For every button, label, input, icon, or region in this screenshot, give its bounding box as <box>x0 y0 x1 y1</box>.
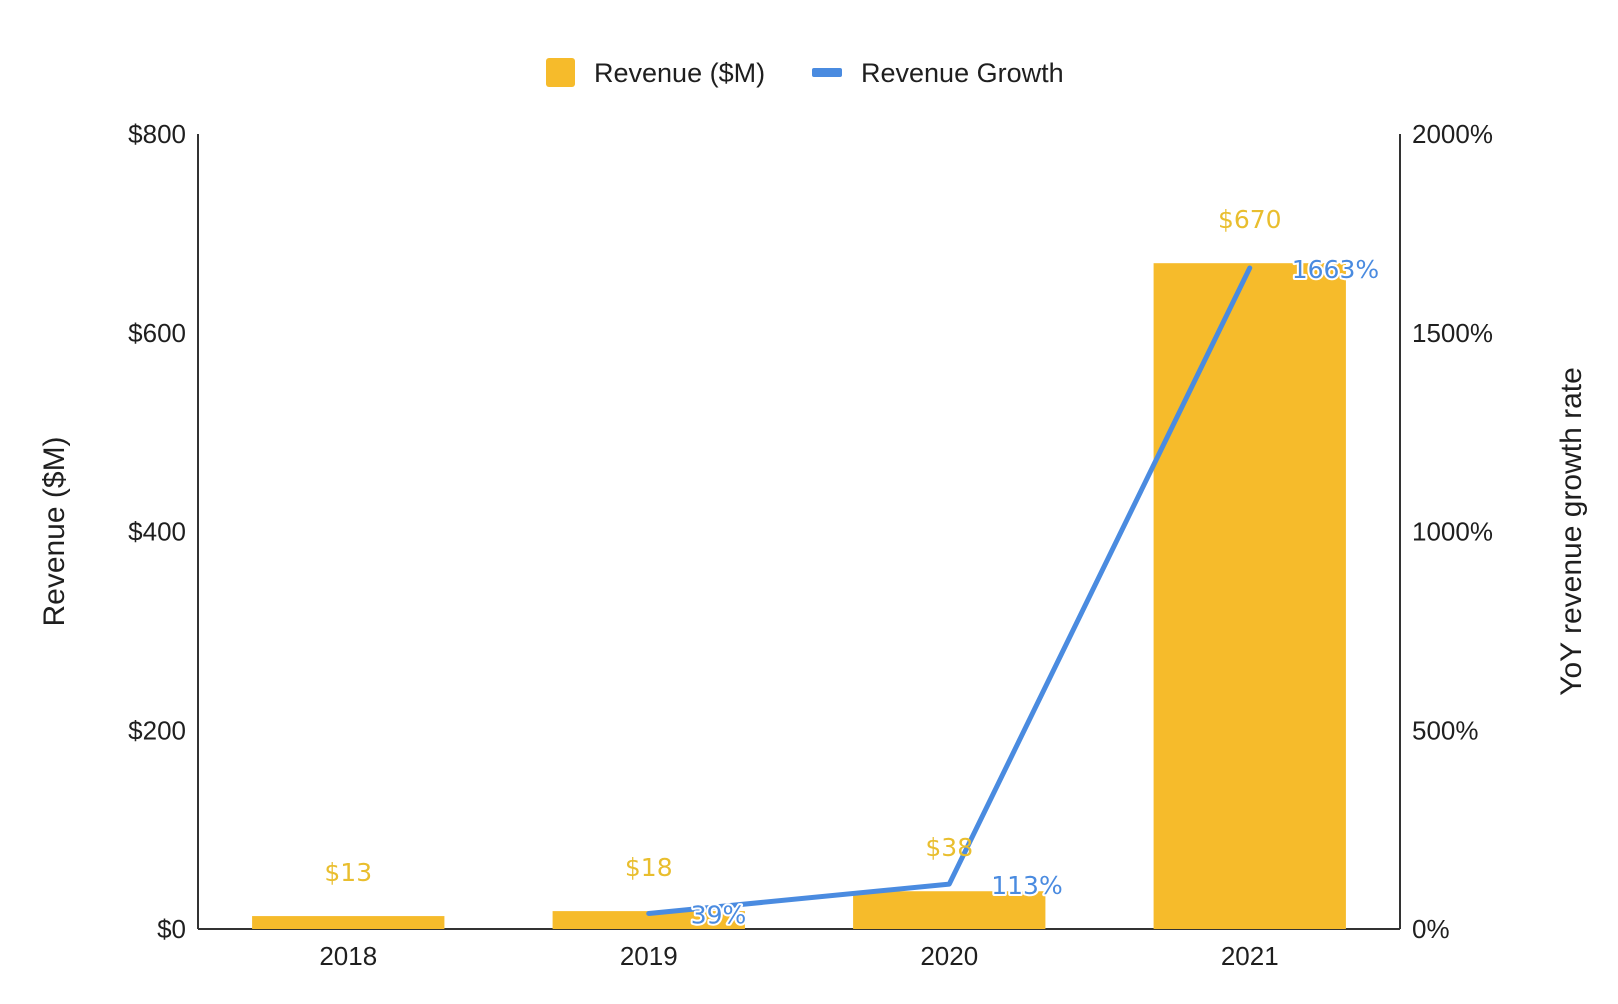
y2-axis-title: YoY revenue growth rate <box>1555 367 1588 696</box>
legend-label-growth: Revenue Growth <box>861 58 1064 88</box>
legend-label-revenue: Revenue ($M) <box>594 58 765 88</box>
x-tick-label: 2021 <box>1221 941 1279 971</box>
bar-2018 <box>252 916 445 929</box>
y2-tick-label: 1000% <box>1412 517 1493 547</box>
line-label-2020: 113% <box>991 871 1062 900</box>
x-tick-label: 2020 <box>920 941 978 971</box>
y-tick-label: $400 <box>128 517 186 547</box>
y2-tick-label: 1500% <box>1412 318 1493 348</box>
y-axis-title: Revenue ($M) <box>38 436 71 626</box>
y2-tick-label: 2000% <box>1412 119 1493 149</box>
axes: $0 $200 $400 $600 $800 0% 500% 1000% 1500% 2000% 2… <box>38 119 1588 971</box>
bar-2021 <box>1153 263 1346 929</box>
y2-tick-label: 0% <box>1412 914 1450 944</box>
y-tick-label: $200 <box>128 715 186 745</box>
x-tick-label: 2019 <box>620 941 678 971</box>
y-tick-label: $600 <box>128 318 186 348</box>
x-tick-label: 2018 <box>319 941 377 971</box>
legend: Revenue ($M) Revenue Growth <box>546 58 1064 88</box>
bar-2020 <box>853 891 1046 929</box>
bar-label-2018: $13 <box>324 858 372 887</box>
y-tick-label: $0 <box>157 914 186 944</box>
y-tick-label: $800 <box>128 119 186 149</box>
bar-label-2021: $670 <box>1218 205 1282 234</box>
legend-swatch-growth <box>812 68 842 77</box>
bar-label-2019: $18 <box>625 853 673 882</box>
growth-line <box>646 265 1253 916</box>
bar-label-2020: $38 <box>925 833 973 862</box>
y2-tick-label: 500% <box>1412 715 1479 745</box>
data-labels: $13 $18 $38 $670 39% 113% 1663% <box>324 205 1381 931</box>
line-label-2019: 39% <box>691 900 747 929</box>
bar-2019 <box>552 911 745 929</box>
legend-swatch-revenue <box>546 58 575 87</box>
bar-series <box>252 263 1346 929</box>
line-series <box>646 265 1253 916</box>
line-label-2021: 1663% <box>1292 255 1379 284</box>
